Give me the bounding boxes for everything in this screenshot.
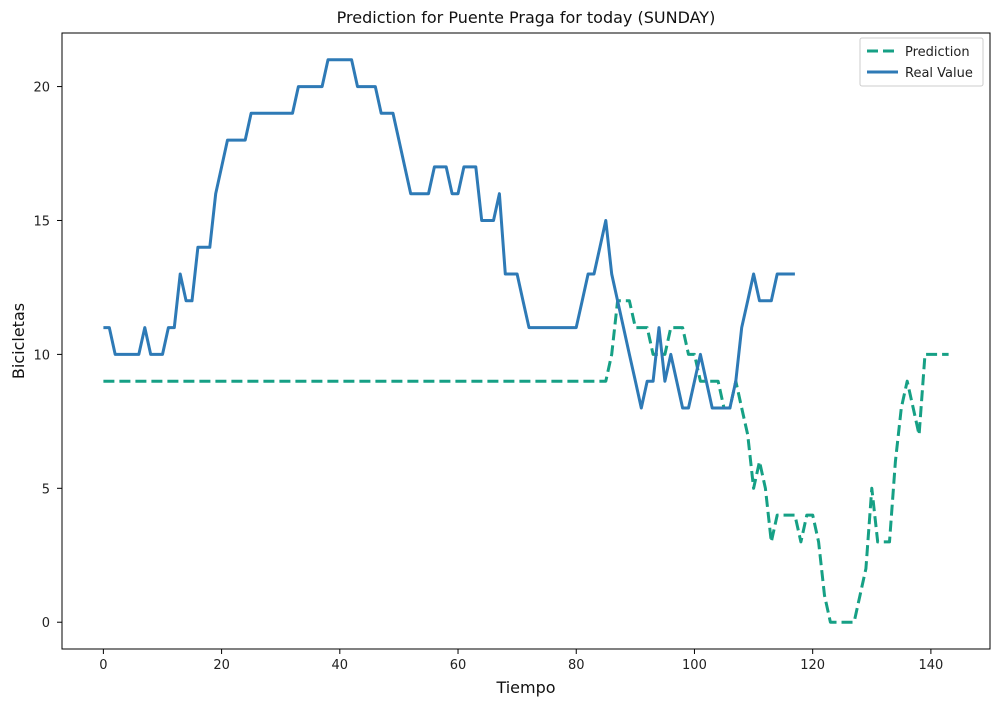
x-tick-label: 0	[99, 658, 107, 673]
x-axis: 0 20 40 60 80 100 120 140	[99, 649, 943, 673]
series-line-real-value	[103, 58, 795, 410]
x-tick-label: 60	[450, 658, 467, 673]
chart-title: Prediction for Puente Praga for today (S…	[337, 8, 716, 27]
y-tick-label: 20	[33, 81, 50, 96]
x-tick-label: 140	[918, 658, 943, 673]
y-tick-label: 0	[42, 616, 50, 631]
y-axis: 0 5 10 15 20	[33, 81, 62, 631]
x-tick-label: 20	[213, 658, 230, 673]
y-tick-label: 15	[33, 214, 50, 229]
y-tick-label: 5	[42, 482, 50, 497]
series-layer	[103, 58, 949, 624]
legend-label-real-value: Real Value	[905, 66, 973, 81]
x-tick-label: 120	[800, 658, 825, 673]
x-tick-label: 100	[682, 658, 707, 673]
plot-area-frame	[61, 32, 991, 650]
x-axis-title: Tiempo	[495, 678, 555, 697]
legend-label-prediction: Prediction	[905, 45, 970, 60]
x-tick-label: 40	[332, 658, 349, 673]
series-line-prediction	[103, 299, 949, 624]
y-tick-label: 10	[33, 348, 50, 363]
y-axis-title: Bicicletas	[9, 303, 28, 379]
x-tick-label: 80	[568, 658, 585, 673]
legend: Prediction Real Value	[859, 37, 984, 87]
